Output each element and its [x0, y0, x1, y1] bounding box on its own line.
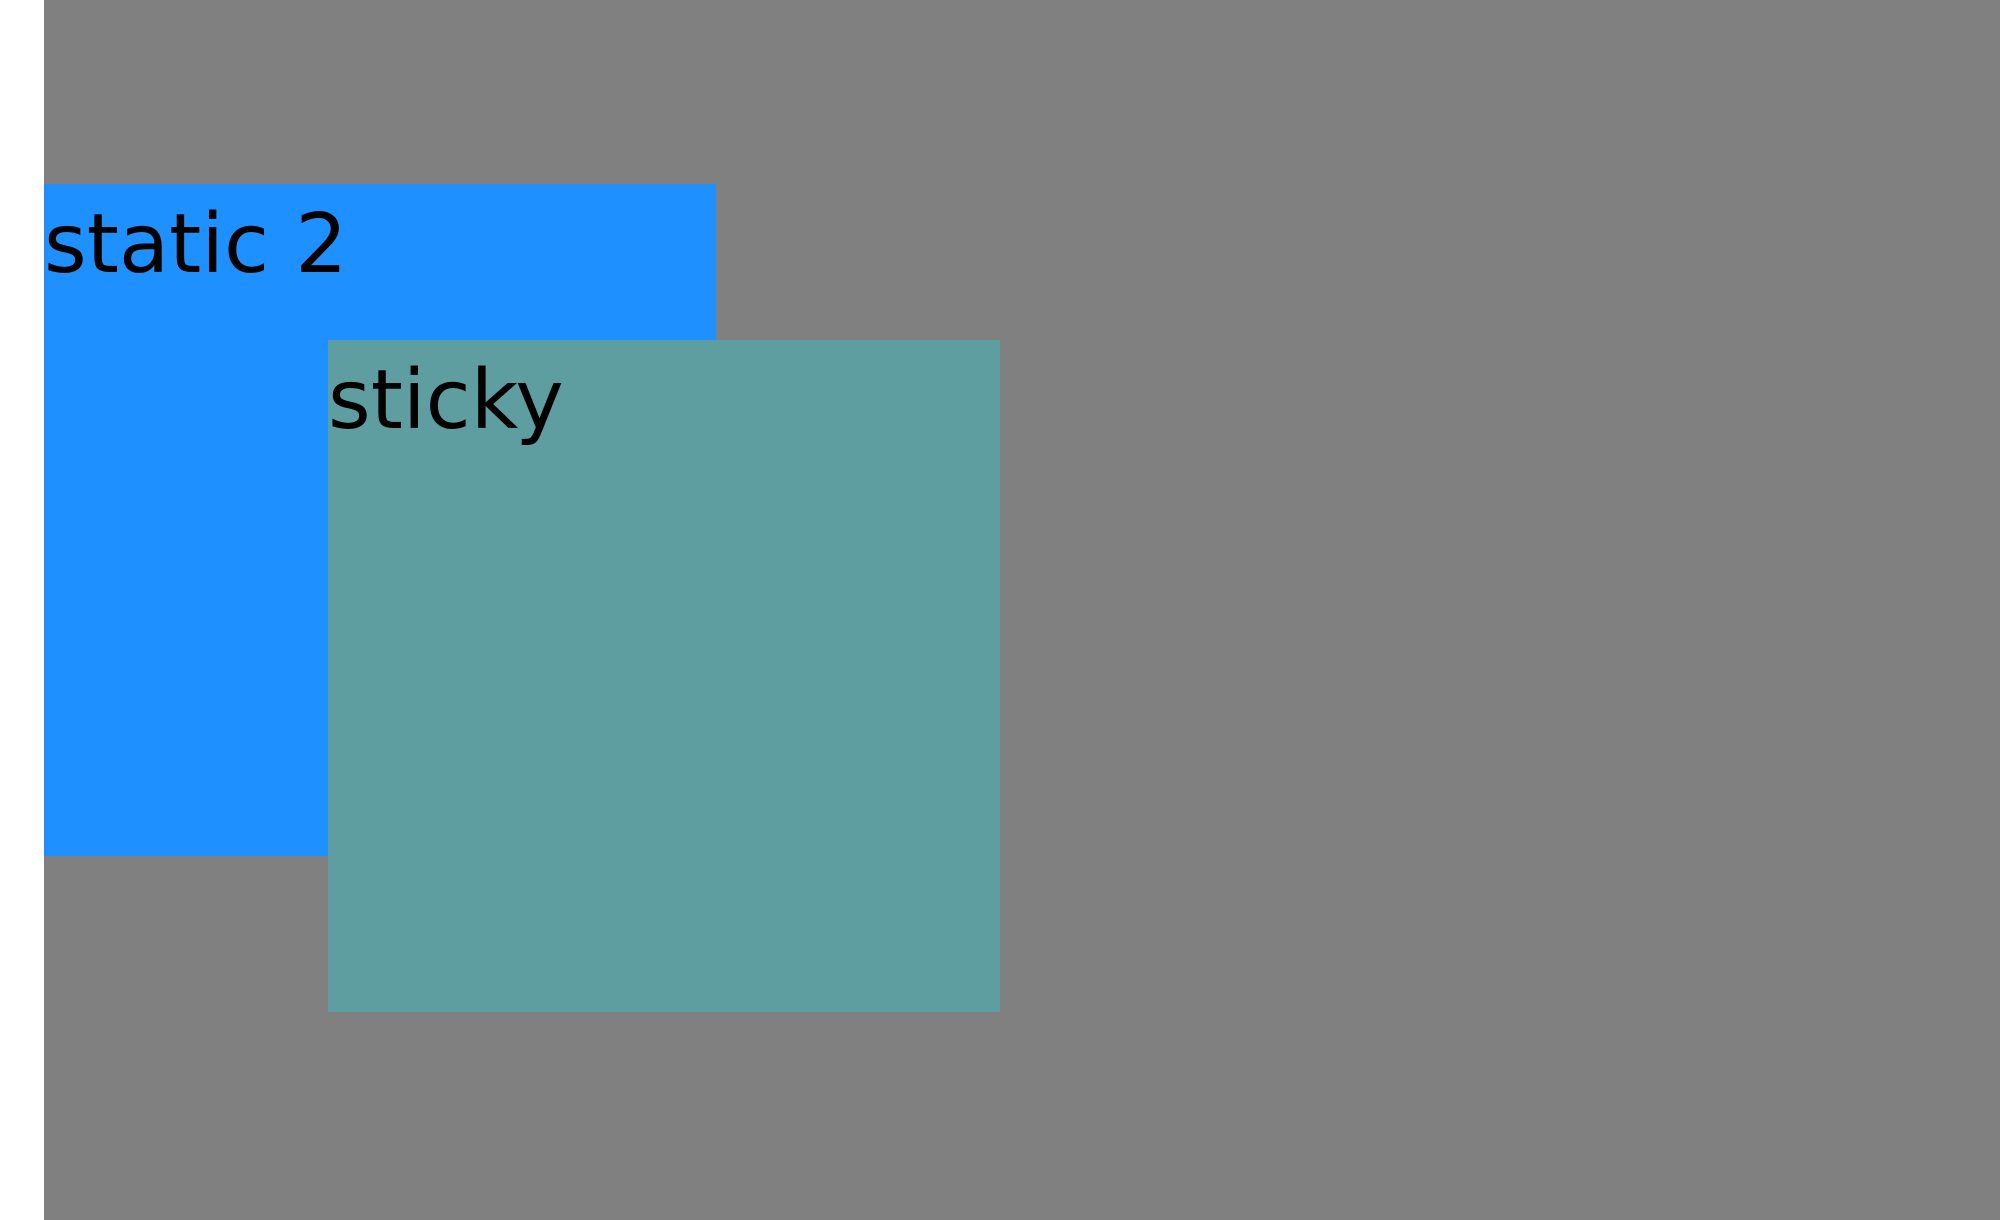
static-box-label: static 2: [44, 197, 348, 292]
sticky-box: sticky: [328, 340, 1000, 1012]
scroll-container[interactable]: static 2 sticky: [44, 0, 2000, 1220]
sticky-box-label: sticky: [328, 353, 564, 448]
